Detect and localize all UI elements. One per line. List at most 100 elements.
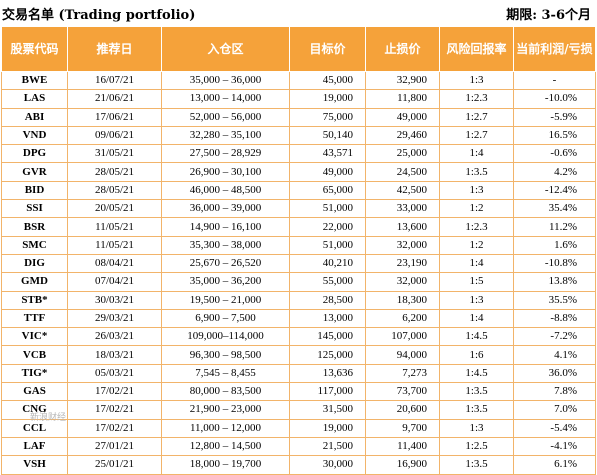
cell-target: 50,140 [289, 125, 366, 146]
cell-code: BID [1, 180, 68, 201]
cell-stop: 6,200 [365, 308, 440, 329]
cell-date: 21/06/21 [67, 89, 162, 109]
cell-code: GAS [1, 382, 68, 402]
cell-target: 55,000 [289, 272, 366, 292]
table-row: SMC 11/05/21 35,300 – 38,000 51,000 32,000 1:… [1, 235, 596, 255]
cell-date: 17/02/21 [67, 382, 162, 402]
cell-pnl: -0.6% [513, 144, 596, 164]
cell-pnl: 4.2% [513, 162, 596, 182]
cell-risk: 1:5 [439, 272, 514, 292]
header-risk: 风险回报率 [439, 26, 514, 72]
cell-risk: 1:2.7 [439, 107, 514, 127]
table-row: SSI 20/05/21 36,000 – 39,000 51,000 33,000 1:… [1, 199, 596, 219]
header-stop: 止损价 [365, 26, 440, 72]
cell-target: 19,000 [289, 418, 366, 438]
cell-stop: 32,900 [365, 70, 440, 91]
cell-date: 11/05/21 [67, 217, 162, 237]
cell-pnl: 7.0% [513, 400, 596, 420]
cell-date: 17/02/21 [67, 400, 162, 420]
table-row: ABI 17/06/21 52,000 – 56,000 75,000 49,000 1:… [1, 107, 596, 127]
cell-risk: 1:3.5 [439, 400, 514, 420]
cell-pnl: 7.8% [513, 382, 596, 402]
cell-entry: 27,500 – 28,929 [161, 144, 290, 164]
cell-entry: 25,670 – 26,520 [161, 253, 290, 274]
cell-risk: 1:4.5 [439, 363, 514, 384]
cell-risk: 1:3.5 [439, 455, 514, 475]
cell-stop: 18,300 [365, 290, 440, 310]
cell-code: VSH [1, 455, 68, 475]
cell-target: 13,000 [289, 308, 366, 329]
cell-target: 28,500 [289, 290, 366, 310]
cell-date: 17/02/21 [67, 418, 162, 438]
cell-code: VND [1, 125, 68, 146]
header-code: 股票代码 [1, 26, 68, 72]
cell-code: DPG [1, 144, 68, 164]
cell-risk: 1:6 [439, 345, 514, 365]
portfolio-title: 交易名单 (Trading portfolio) [2, 8, 196, 23]
cell-stop: 42,500 [365, 180, 440, 201]
table-row: TIG* 05/03/21 7,545 – 8,455 13,636 7,273 1:4.… [1, 363, 596, 384]
cell-risk: 1:4 [439, 308, 514, 329]
cell-entry: 11,000 – 12,000 [161, 418, 290, 438]
cell-date: 20/05/21 [67, 199, 162, 219]
cell-code: GMD [1, 272, 68, 292]
table-row: LAS 21/06/21 13,000 – 14,000 19,000 11,800 1:… [1, 89, 596, 109]
cell-entry: 19,500 – 21,000 [161, 290, 290, 310]
cell-entry: 52,000 – 56,000 [161, 107, 290, 127]
cell-risk: 1:3 [439, 418, 514, 438]
header-date: 推荐日 [67, 26, 162, 72]
cell-entry: 13,000 – 14,000 [161, 89, 290, 109]
cell-date: 25/01/21 [67, 455, 162, 475]
cell-code: TIG* [1, 363, 68, 384]
cell-target: 75,000 [289, 107, 366, 127]
cell-entry: 18,000 – 19,700 [161, 455, 290, 475]
cell-stop: 29,460 [365, 125, 440, 146]
cell-date: 16/07/21 [67, 70, 162, 91]
table-row: VIC* 26/03/21 109,000–114,000 145,000 107,00… [1, 327, 596, 347]
cell-entry: 35,300 – 38,000 [161, 235, 290, 255]
cell-pnl: 11.2% [513, 217, 596, 237]
cell-pnl: -10.8% [513, 253, 596, 274]
cell-code: LAS [1, 89, 68, 109]
cell-target: 21,500 [289, 436, 366, 457]
header-pnl: 当前利润/亏损 [513, 26, 596, 72]
cell-entry: 7,545 – 8,455 [161, 363, 290, 384]
cell-risk: 1:2.5 [439, 436, 514, 457]
cell-target: 117,000 [289, 382, 366, 402]
cell-stop: 94,000 [365, 345, 440, 365]
cell-entry: 80,000 – 83,500 [161, 382, 290, 402]
period-label: 期限: 3-6个月 [506, 8, 591, 23]
cell-code: BWE [1, 70, 68, 91]
cell-entry: 46,000 – 48,500 [161, 180, 290, 201]
cell-risk: 1:2 [439, 199, 514, 219]
portfolio-table: 股票代码 推荐日 入仓区 目标价 止损价 风险回报率 当前利润/亏损 BWE 16… [1, 26, 596, 475]
cell-target: 145,000 [289, 327, 366, 347]
cell-target: 40,210 [289, 253, 366, 274]
cell-stop: 16,900 [365, 455, 440, 475]
table-row: DIG 08/04/21 25,670 – 26,520 40,210 23,190 1:… [1, 253, 596, 274]
cell-date: 31/05/21 [67, 144, 162, 164]
cell-pnl: -12.4% [513, 180, 596, 201]
header-target: 目标价 [289, 26, 366, 72]
table-row: BSR 11/05/21 14,900 – 16,100 22,000 13,600 1:… [1, 217, 596, 237]
cell-stop: 32,000 [365, 272, 440, 292]
cell-target: 22,000 [289, 217, 366, 237]
cell-date: 11/05/21 [67, 235, 162, 255]
cell-target: 49,000 [289, 162, 366, 182]
cell-risk: 1:3.5 [439, 162, 514, 182]
cell-stop: 25,000 [365, 144, 440, 164]
table-row: DPG 31/05/21 27,500 – 28,929 43,571 25,000 1:… [1, 144, 596, 164]
cell-stop: 20,600 [365, 400, 440, 420]
cell-risk: 1:4 [439, 144, 514, 164]
cell-stop: 23,190 [365, 253, 440, 274]
cell-date: 28/05/21 [67, 180, 162, 201]
cell-date: 18/03/21 [67, 345, 162, 365]
cell-target: 31,500 [289, 400, 366, 420]
cell-entry: 12,800 – 14,500 [161, 436, 290, 457]
cell-date: 26/03/21 [67, 327, 162, 347]
cell-risk: 1:2.7 [439, 125, 514, 146]
cell-code: TTF [1, 308, 68, 329]
cell-risk: 1:3 [439, 70, 514, 91]
cell-pnl: -10.0% [513, 89, 596, 109]
cell-date: 17/06/21 [67, 107, 162, 127]
